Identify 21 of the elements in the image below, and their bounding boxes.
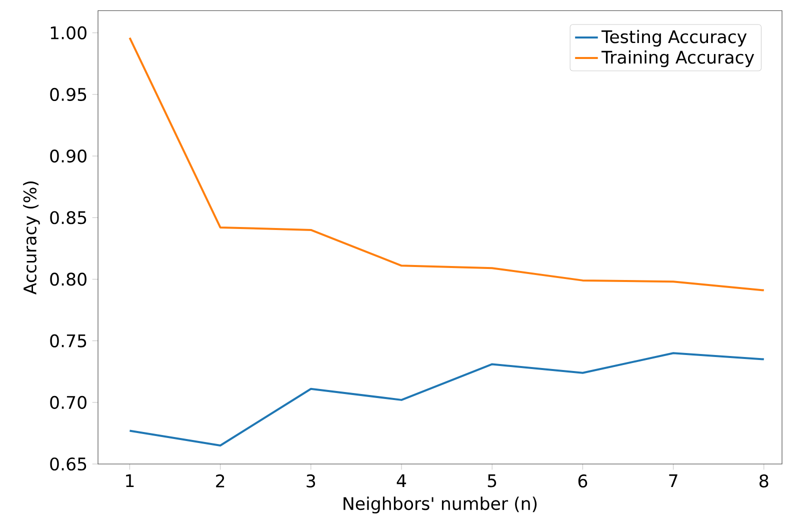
x-tick-label: 4 [396,474,406,488]
x-tick-label: 7 [669,474,678,488]
legend-label: Testing Accuracy [601,30,747,47]
y-tick-label: 0.90 [50,149,86,163]
x-tick-label: 3 [306,474,316,488]
y-tick-label: 1.00 [50,26,86,40]
x-tick-label: 1 [126,474,134,488]
line-series [128,352,765,447]
x-axis-title: Neighbors' number (n) [344,496,537,514]
legend-label: Training Accuracy [601,50,754,68]
y-tick-label: 0.65 [50,457,86,471]
y-tick-label: 0.95 [50,88,86,101]
x-tick-label: 5 [488,474,496,488]
y-tick-label: 0.75 [50,334,86,348]
x-tick-label: 2 [216,474,224,488]
x-tick-label: 8 [760,474,768,488]
y-tick-label: 0.80 [50,272,86,286]
y-tick-label: 0.70 [50,396,86,409]
y-tick-label: 0.85 [50,211,86,224]
x-tick-label: 6 [578,474,588,488]
y-axis-title: Accuracy (%) [23,182,40,295]
